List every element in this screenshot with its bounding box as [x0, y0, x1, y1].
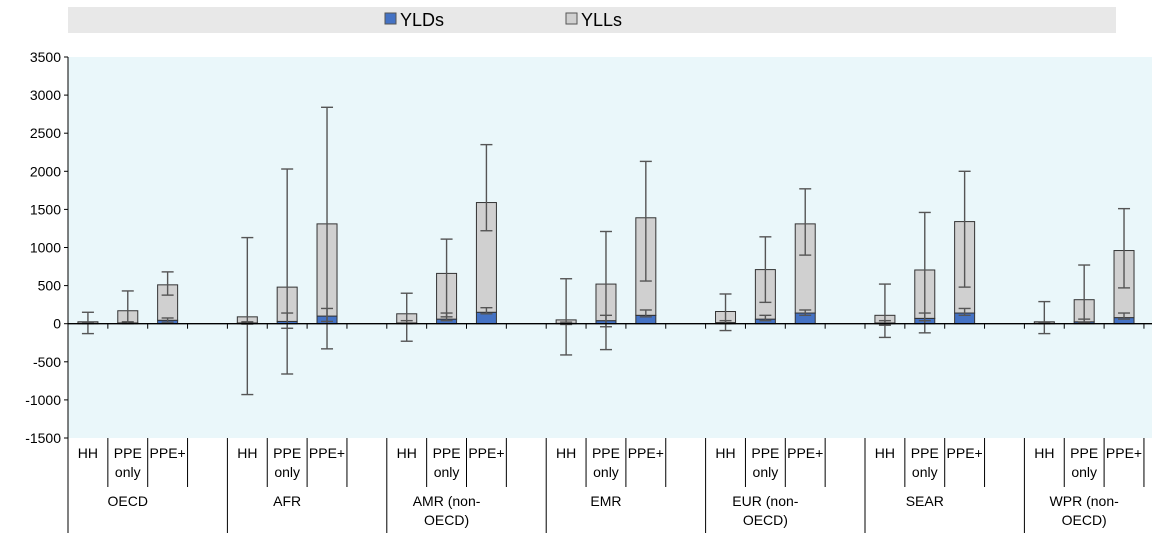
x-axis-table: HH PPE only PPE+ OECD HH PPE only PPE+ AFR HH PPE on… — [67, 438, 1145, 533]
y-tick-label: 3000 — [30, 87, 61, 103]
x-group-label: AMR (non-OECD) — [413, 493, 481, 528]
x-category-label: PPE only — [1070, 445, 1098, 480]
x-group-label: WPR (non-OECD) — [1050, 493, 1120, 528]
x-category-label: PPE only — [273, 445, 301, 480]
x-category-label: HH — [556, 445, 576, 461]
legend-swatch — [384, 12, 397, 25]
x-group-label: AFR — [273, 493, 301, 509]
x-category-label: HH — [875, 445, 895, 461]
x-category-label: PPE+ — [947, 445, 983, 461]
plot-area — [68, 57, 1152, 438]
x-category-label: PPE only — [433, 445, 461, 480]
y-axis: -1500 -1000 -500 0 500 1000 1500 2000 2500 3000 35… — [25, 49, 69, 446]
y-tick-label: 1500 — [30, 201, 61, 217]
plot — [68, 106, 1152, 396]
legend-label: YLDs — [400, 10, 444, 30]
y-tick-label: -1000 — [25, 392, 61, 408]
x-category-label: PPE+ — [309, 445, 345, 461]
legend-swatch — [565, 12, 578, 25]
x-category-label: PPE only — [751, 445, 779, 480]
x-category-label: HH — [78, 445, 98, 461]
x-category-label: PPE only — [114, 445, 142, 480]
x-group-label: EMR — [590, 493, 621, 509]
y-tick-label: -1500 — [25, 430, 61, 446]
legend-label: YLLs — [581, 10, 622, 30]
x-category-label: PPE+ — [468, 445, 504, 461]
x-category-label: PPE only — [911, 445, 939, 480]
x-category-label: PPE+ — [1106, 445, 1142, 461]
x-group-label: EUR (non-OECD) — [732, 493, 798, 528]
y-tick-label: 1000 — [30, 240, 61, 256]
legend-bar — [68, 7, 1116, 33]
y-tick-label: 2000 — [30, 163, 61, 179]
x-category-label: HH — [1034, 445, 1054, 461]
x-category-label: PPE only — [592, 445, 620, 480]
x-group-label: SEAR — [906, 493, 944, 509]
y-tick-label: 500 — [38, 278, 62, 294]
y-tick-label: 0 — [53, 316, 61, 332]
x-category-label: HH — [397, 445, 417, 461]
x-category-label: PPE+ — [150, 445, 186, 461]
legend: YLDs YLLs — [384, 10, 622, 30]
y-tick-label: 2500 — [30, 125, 61, 141]
y-tick-label: -500 — [33, 354, 61, 370]
x-category-label: PPE+ — [787, 445, 823, 461]
x-category-label: PPE+ — [628, 445, 664, 461]
x-category-label: HH — [237, 445, 257, 461]
x-category-label: HH — [715, 445, 735, 461]
y-tick-label: 3500 — [30, 49, 61, 65]
x-group-label: OECD — [108, 493, 148, 509]
